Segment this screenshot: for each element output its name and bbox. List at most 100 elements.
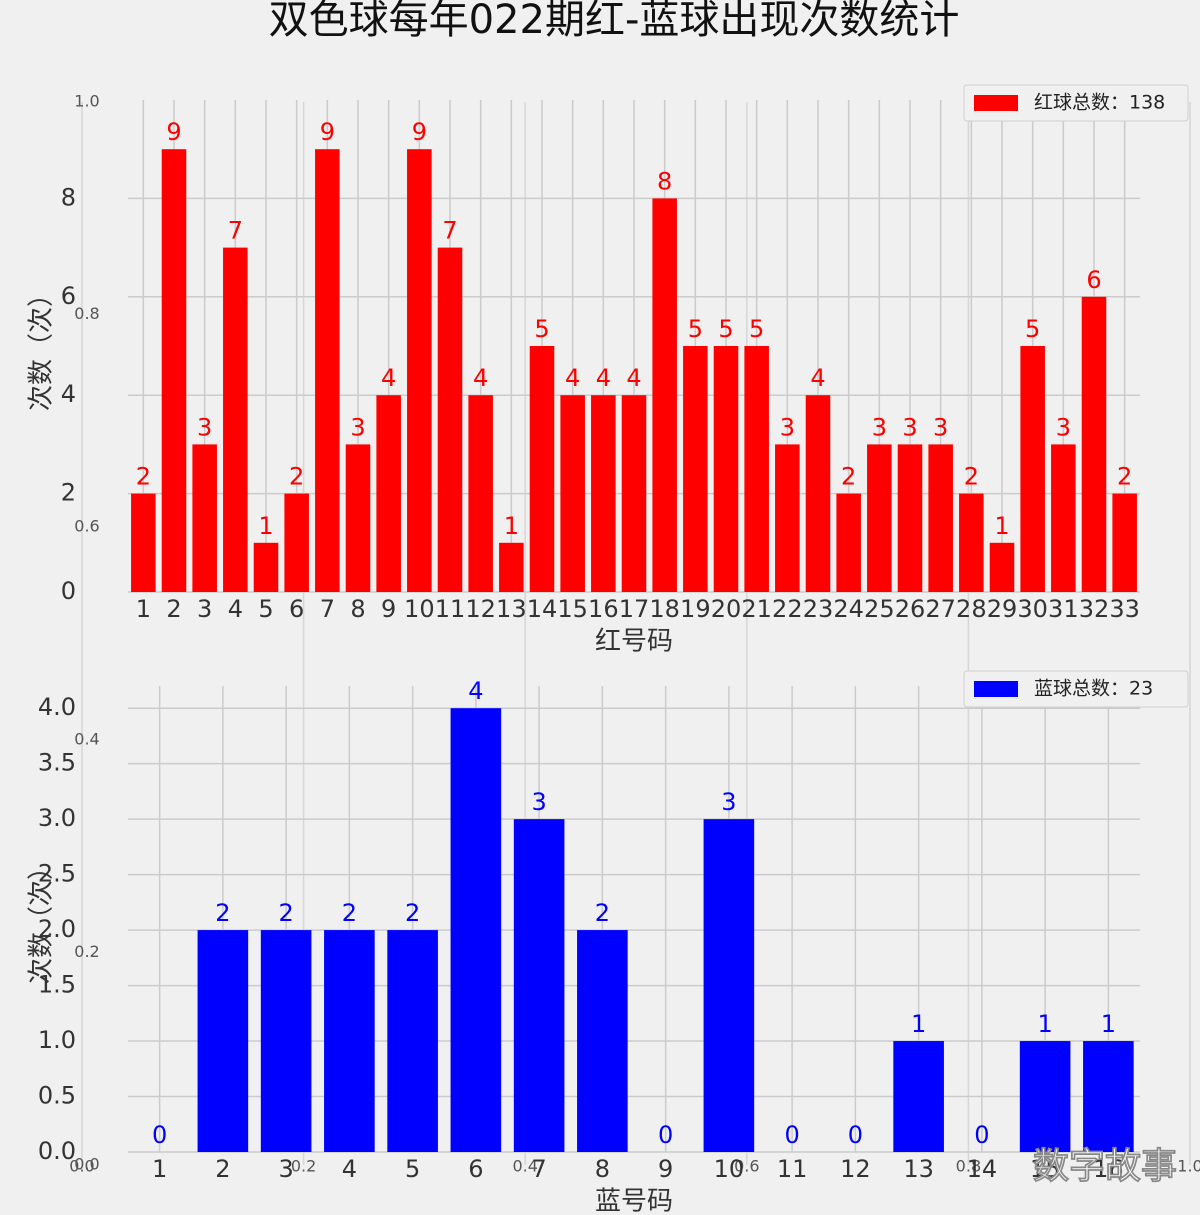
bar <box>928 444 953 592</box>
bar <box>577 930 628 1152</box>
value-label: 3 <box>872 413 887 441</box>
legend-box <box>963 84 1189 122</box>
value-label: 2 <box>342 899 357 927</box>
value-label: 4 <box>810 364 825 392</box>
value-label: 1 <box>994 512 1009 540</box>
value-label: 1 <box>1037 1010 1052 1038</box>
y-tick-label: 4.0 <box>38 693 76 721</box>
ghost-x-tick-label: 0.2 <box>291 1157 316 1176</box>
x-tick-label: 13 <box>903 1155 934 1183</box>
bar <box>1020 346 1045 592</box>
value-label: 9 <box>412 118 427 146</box>
value-label: 2 <box>215 899 230 927</box>
x-tick-label: 17 <box>619 595 650 623</box>
ghost-x-tick-label: 1.0 <box>1177 1157 1200 1176</box>
value-label: 7 <box>228 217 243 245</box>
value-label: 9 <box>320 118 335 146</box>
y-tick-label: 3.0 <box>38 804 76 832</box>
x-tick-label: 24 <box>833 595 864 623</box>
value-label: 3 <box>721 788 736 816</box>
ghost-x-tick-label: 0.0 <box>69 1157 94 1176</box>
bar <box>897 444 923 592</box>
bar <box>744 346 769 592</box>
value-label: 3 <box>933 413 948 441</box>
bar <box>223 247 248 592</box>
y-tick-label: 1.5 <box>38 971 76 999</box>
bar <box>683 346 708 592</box>
bar <box>513 819 565 1152</box>
x-tick-label: 20 <box>711 595 742 623</box>
value-label: 0 <box>152 1121 167 1149</box>
x-tick-label: 8 <box>595 1155 610 1183</box>
x-tick-label: 9 <box>658 1155 673 1183</box>
value-label: 2 <box>595 899 610 927</box>
value-label: 2 <box>405 899 420 927</box>
bar <box>499 542 524 592</box>
value-label: 4 <box>626 364 641 392</box>
x-tick-label: 10 <box>404 595 435 623</box>
bar <box>260 930 312 1152</box>
x-tick-label: 2 <box>215 1155 230 1183</box>
value-label: 7 <box>442 217 457 245</box>
ghost-y-tick-label: 0.2 <box>74 942 99 961</box>
value-label: 2 <box>964 463 979 491</box>
x-tick-label: 1 <box>152 1155 167 1183</box>
bar <box>345 444 371 592</box>
x-tick-label: 2 <box>166 595 181 623</box>
value-label: 2 <box>1117 463 1132 491</box>
bar <box>529 346 555 592</box>
x-tick-label: 33 <box>1109 595 1140 623</box>
bar <box>284 493 309 592</box>
x-tick-label: 16 <box>588 595 619 623</box>
x-tick-label: 28 <box>956 595 987 623</box>
x-tick-label: 4 <box>342 1155 357 1183</box>
value-label: 2 <box>278 899 293 927</box>
bar <box>805 395 831 592</box>
value-label: 0 <box>658 1121 673 1149</box>
value-label: 5 <box>749 315 764 343</box>
x-tick-label: 22 <box>772 595 803 623</box>
x-tick-label: 14 <box>967 1155 998 1183</box>
y-tick-label: 6 <box>61 282 76 310</box>
y-axis-label: 次数（次） <box>27 281 57 411</box>
x-tick-label: 10 <box>714 1155 745 1183</box>
x-tick-label: 15 <box>557 595 588 623</box>
legend-box <box>963 670 1189 708</box>
value-label: 2 <box>136 463 151 491</box>
plots: 0.0 0.2 0.4 0.6 0.8 1.00.00.20.40.60.81.00246… <box>27 84 1200 1215</box>
bar <box>468 395 493 592</box>
x-tick-label: 7 <box>531 1155 546 1183</box>
ghost-y-tick-label: 0.0 <box>74 1155 99 1174</box>
y-axis-label: 次数（次） <box>27 854 57 984</box>
y-tick-label: 2 <box>61 479 76 507</box>
value-label: 6 <box>1086 266 1101 294</box>
value-label: 2 <box>289 463 304 491</box>
x-tick-label: 19 <box>680 595 711 623</box>
x-tick-label: 14 <box>527 595 558 623</box>
y-tick-label: 3.5 <box>38 749 76 777</box>
bar <box>437 247 463 592</box>
bar <box>703 819 755 1152</box>
x-axis-label: 蓝号码 <box>595 1187 673 1215</box>
x-tick-label: 3 <box>278 1155 293 1183</box>
bar <box>959 493 984 592</box>
value-label: 8 <box>657 167 672 195</box>
x-tick-label: 12 <box>465 595 496 623</box>
value-label: 3 <box>780 413 795 441</box>
value-label: 4 <box>381 364 396 392</box>
x-tick-label: 6 <box>289 595 304 623</box>
x-tick-label: 31 <box>1048 595 1079 623</box>
value-label: 1 <box>258 512 273 540</box>
value-label: 5 <box>688 315 703 343</box>
bar <box>989 542 1015 592</box>
x-tick-label: 11 <box>435 595 466 623</box>
ghost-y-tick-label: 1.0 <box>74 92 99 111</box>
bar <box>407 149 432 592</box>
x-tick-label: 15 <box>1030 1155 1061 1183</box>
legend-label: 红球总数：138 <box>1034 92 1165 114</box>
x-tick-label: 1 <box>136 595 151 623</box>
value-label: 4 <box>473 364 488 392</box>
x-tick-label: 18 <box>649 595 680 623</box>
bar <box>315 149 340 592</box>
value-label: 0 <box>784 1121 799 1149</box>
